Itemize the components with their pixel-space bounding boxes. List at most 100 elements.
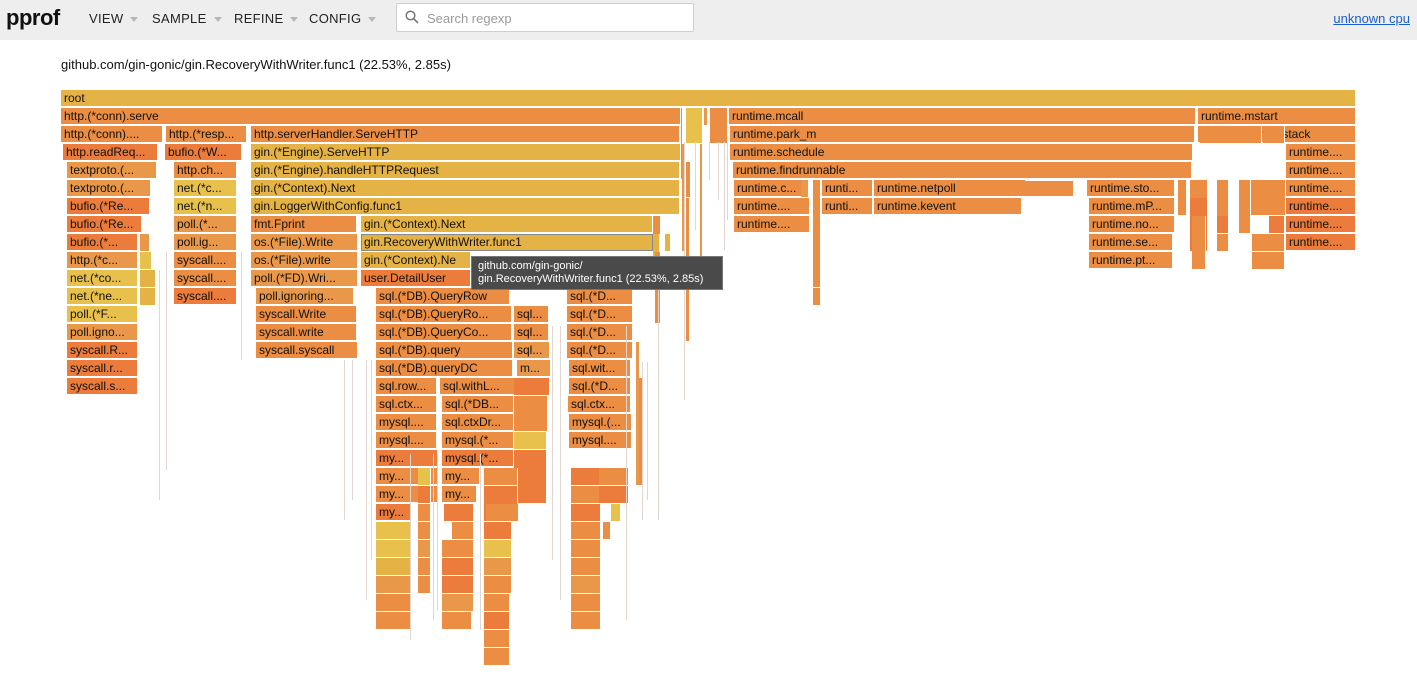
flame-frame[interactable]: runtime.... xyxy=(1286,216,1356,233)
flame-frame[interactable]: runtime.... xyxy=(734,216,810,233)
flame-frame[interactable]: runtime.sto... xyxy=(1087,180,1175,197)
search-input[interactable] xyxy=(425,8,689,29)
flame-frame[interactable]: user.DetailUser xyxy=(361,270,471,287)
flame-frame-narrow[interactable] xyxy=(484,648,510,666)
flame-frame[interactable]: net.(*n... xyxy=(174,198,237,215)
flame-frame-narrow[interactable] xyxy=(1239,180,1251,234)
flame-frame-narrow[interactable] xyxy=(1252,252,1285,270)
flame-frame[interactable]: mysql.(*... xyxy=(442,450,514,467)
flame-frame[interactable]: gin.(*Context).Next xyxy=(361,216,653,233)
flame-frame[interactable]: syscall.write xyxy=(256,324,357,341)
flame-frame[interactable]: sql.(*DB).query xyxy=(376,342,513,359)
flame-frame[interactable]: http.(*c... xyxy=(67,252,138,269)
flame-frame-narrow[interactable] xyxy=(484,468,518,486)
flame-frame[interactable]: runti... xyxy=(822,198,873,215)
flame-frame[interactable]: bufio.(*Re... xyxy=(67,198,150,215)
flame-frame[interactable]: sql.(*DB).QueryCo... xyxy=(376,324,512,341)
flame-frame[interactable]: runtime.... xyxy=(1286,162,1356,179)
flame-frame[interactable]: gin.(*Engine).ServeHTTP xyxy=(251,144,681,161)
flame-frame-narrow[interactable] xyxy=(486,504,519,522)
flame-frame[interactable]: poll.(*F... xyxy=(67,306,138,323)
flame-frame[interactable]: runti... xyxy=(822,180,873,197)
flame-frame-narrow[interactable] xyxy=(376,594,411,612)
flame-frame-narrow[interactable] xyxy=(665,234,671,252)
flame-frame-narrow[interactable] xyxy=(140,252,152,270)
flame-frame[interactable]: sql... xyxy=(514,342,550,359)
flame-frame-narrow[interactable] xyxy=(686,162,691,198)
flame-frame-narrow[interactable] xyxy=(571,558,601,576)
flame-frame-narrow[interactable] xyxy=(571,486,601,504)
flame-frame[interactable]: m... xyxy=(517,360,551,377)
flame-frame[interactable]: runtime.... xyxy=(1286,144,1356,161)
flame-frame[interactable]: runtime.schedule xyxy=(730,144,1193,161)
flame-frame-narrow[interactable] xyxy=(418,486,431,504)
flame-frame[interactable]: root xyxy=(61,90,1356,107)
flame-frame[interactable]: http.serverHandler.ServeHTTP xyxy=(251,126,680,143)
flame-frame-narrow[interactable] xyxy=(603,522,611,540)
flame-frame[interactable]: runtime.mcall xyxy=(729,108,1196,125)
flame-frame-narrow[interactable] xyxy=(442,540,474,558)
menu-refine[interactable]: REFINE xyxy=(234,11,299,26)
flame-frame-narrow[interactable] xyxy=(571,576,601,594)
flame-frame-narrow[interactable] xyxy=(611,504,621,522)
flame-frame[interactable]: syscall.... xyxy=(174,288,237,305)
flame-frame[interactable]: gin.(*Context).Ne xyxy=(361,252,471,269)
flame-frame-narrow[interactable] xyxy=(140,234,150,252)
flame-frame-narrow[interactable] xyxy=(1178,180,1187,216)
flame-frame[interactable]: http.(*conn).serve xyxy=(61,108,681,125)
flame-frame-narrow[interactable] xyxy=(813,288,821,306)
flame-frame[interactable]: poll.(*FD).Wri... xyxy=(251,270,358,287)
flame-frame[interactable]: http.readReq... xyxy=(63,144,158,161)
profile-link[interactable]: unknown cpu xyxy=(1333,11,1410,26)
flame-frame-narrow[interactable] xyxy=(704,108,708,126)
flame-frame[interactable]: sql.(*D... xyxy=(569,378,631,395)
flame-frame[interactable]: sql.wit... xyxy=(569,360,631,377)
flame-frame[interactable]: mysql.(... xyxy=(569,414,632,431)
search-box[interactable] xyxy=(396,3,694,32)
flame-frame-narrow[interactable] xyxy=(1251,180,1286,216)
flame-frame[interactable]: poll.ignoring... xyxy=(256,288,354,305)
flame-frame[interactable]: bufio.(*... xyxy=(67,234,138,251)
flame-frame[interactable]: gin.(*Context).Next xyxy=(251,180,680,197)
flame-frame-narrow[interactable] xyxy=(484,594,510,612)
flame-frame-narrow[interactable] xyxy=(571,522,601,540)
flame-frame-narrow[interactable] xyxy=(571,594,601,612)
flame-frame[interactable]: my... xyxy=(376,450,438,467)
flame-frame[interactable]: net.(*ne... xyxy=(67,288,138,305)
flame-frame[interactable]: sql... xyxy=(514,324,549,341)
flame-frame[interactable]: textproto.(... xyxy=(67,162,157,179)
flame-frame-narrow[interactable] xyxy=(514,450,547,504)
menu-config[interactable]: CONFIG xyxy=(309,11,377,26)
flame-frame[interactable]: net.(*c... xyxy=(174,180,237,197)
flame-frame-narrow[interactable] xyxy=(571,612,601,630)
flame-frame[interactable]: poll.ig... xyxy=(174,234,237,251)
flame-frame[interactable]: bufio.(*Re... xyxy=(67,216,142,233)
flame-frame-narrow[interactable] xyxy=(1217,216,1229,234)
flame-frame-narrow[interactable] xyxy=(484,612,510,630)
flame-frame-narrow[interactable] xyxy=(1356,216,1357,217)
flame-frame-narrow[interactable] xyxy=(484,576,512,594)
flame-frame-narrow[interactable] xyxy=(418,558,431,576)
flame-frame-narrow[interactable] xyxy=(418,468,431,486)
flame-frame[interactable]: sql.(*D... xyxy=(567,324,633,341)
flame-frame-narrow[interactable] xyxy=(484,630,510,648)
flame-frame[interactable]: sql.(*D... xyxy=(567,288,633,305)
flame-frame-narrow[interactable] xyxy=(1269,216,1285,234)
flame-frame[interactable]: mysql.... xyxy=(376,432,437,449)
menu-sample[interactable]: SAMPLE xyxy=(152,11,222,26)
flame-frame-narrow[interactable] xyxy=(801,180,809,198)
flame-frame[interactable]: http.(*conn).... xyxy=(61,126,163,143)
flame-frame[interactable]: net.(*co... xyxy=(67,270,138,287)
flame-frame[interactable]: syscall.... xyxy=(174,270,237,287)
flame-frame[interactable]: sql.ctx... xyxy=(376,396,437,413)
flame-frame[interactable]: runtime.netpoll xyxy=(874,180,1074,197)
flame-frame-narrow[interactable] xyxy=(376,612,411,630)
flame-frame[interactable]: runtime.c... xyxy=(734,180,810,197)
flame-frame-narrow[interactable] xyxy=(1252,234,1285,252)
flame-frame[interactable]: my... xyxy=(442,468,480,485)
flame-frame[interactable]: poll.igno... xyxy=(67,324,138,341)
flame-frame[interactable]: runtime.no... xyxy=(1089,216,1175,233)
flame-frame[interactable]: sql.ctxDr... xyxy=(442,414,514,431)
flame-frame[interactable]: sql.(*DB... xyxy=(442,396,514,413)
flame-frame[interactable]: poll.(*... xyxy=(174,216,237,233)
